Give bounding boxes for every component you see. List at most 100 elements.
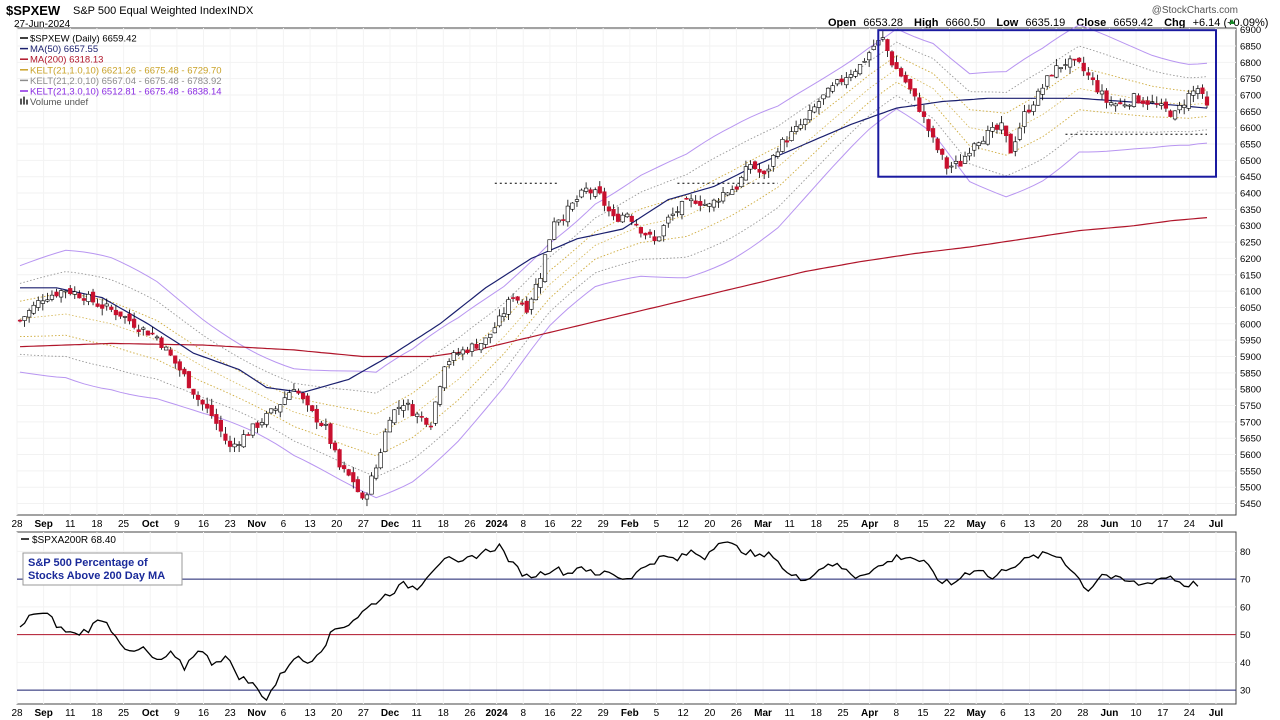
- candle-up: [675, 211, 680, 213]
- candle-down: [611, 209, 616, 217]
- candle-down: [1049, 74, 1054, 77]
- price-x-tick-label: 8: [520, 519, 526, 530]
- candle-up: [291, 389, 297, 392]
- price-tick-label: 6650: [1240, 107, 1261, 118]
- candle-up: [625, 213, 630, 218]
- candle-up: [848, 74, 853, 78]
- candle-down: [419, 416, 424, 418]
- price-y-axis: 5450 5500 5550 5600 5650 5700 5750 5800 5850 5900…: [1240, 25, 1261, 510]
- price-tick-label: 6250: [1240, 238, 1261, 249]
- candle-up: [570, 202, 575, 210]
- candle-down: [186, 371, 192, 389]
- indicator-x-tick-label: Mar: [754, 708, 772, 719]
- price-tick-label: 6700: [1240, 91, 1261, 102]
- price-x-tick-label: 25: [837, 519, 849, 530]
- candle-down: [958, 160, 963, 167]
- indicator-x-tick-label: 25: [837, 708, 849, 719]
- candle-down: [300, 392, 306, 400]
- candle-down: [899, 68, 904, 77]
- price-tick-label: 6800: [1240, 58, 1261, 69]
- candle-down: [903, 74, 908, 83]
- candle-up: [739, 177, 744, 188]
- price-tick-label: 5850: [1240, 368, 1261, 379]
- price-x-tick-label: 22: [571, 519, 583, 530]
- indicator-tick-label: 70: [1240, 575, 1251, 586]
- candle-up: [1035, 90, 1041, 106]
- candle-down: [839, 78, 844, 83]
- candle-up: [707, 203, 712, 207]
- candle-down: [944, 157, 949, 169]
- keltner-midline: [19, 68, 1208, 436]
- candle-down: [894, 62, 899, 70]
- candle-up: [584, 187, 589, 192]
- candle-down: [68, 288, 73, 294]
- candle-down: [328, 423, 333, 444]
- candle-up: [538, 278, 543, 288]
- candle-down: [1086, 72, 1091, 76]
- legend-volume-icon: [23, 96, 25, 105]
- indicator-x-tick-label: Oct: [142, 708, 159, 719]
- candle-up: [40, 300, 45, 304]
- candle-down: [100, 304, 105, 309]
- candle-down: [510, 297, 516, 299]
- candle-down: [885, 39, 890, 51]
- candle-up: [63, 290, 68, 293]
- candle-up: [447, 361, 452, 366]
- candle-up: [798, 124, 803, 129]
- candle-down: [136, 329, 141, 333]
- candle-up: [492, 327, 497, 334]
- price-x-tick-label: Feb: [621, 519, 639, 530]
- candle-down: [693, 200, 698, 204]
- candle-down: [1140, 100, 1146, 104]
- indicator-x-tick-label: May: [966, 708, 986, 719]
- candle-up: [1099, 90, 1105, 95]
- candle-down: [1008, 133, 1013, 154]
- candle-down: [588, 189, 593, 194]
- indicator-x-tick-label: 10: [1131, 708, 1143, 719]
- candle-up: [1177, 105, 1182, 111]
- keltner-band-1-upper: [19, 54, 1208, 415]
- indicator-x-tick-label: 16: [198, 708, 210, 719]
- price-x-tick-label: 25: [118, 519, 130, 530]
- candle-up: [967, 152, 972, 157]
- candle-down: [926, 119, 931, 131]
- candle-up: [716, 200, 721, 203]
- candle-down: [602, 191, 607, 206]
- indicator-x-tick-label: 13: [305, 708, 317, 719]
- candle-down: [784, 140, 790, 143]
- ma50-line: [20, 97, 1208, 394]
- candle-up: [1058, 67, 1064, 69]
- candle-down: [113, 309, 118, 316]
- indicator-x-tick-label: 20: [704, 708, 716, 719]
- price-x-tick-label: 29: [598, 519, 610, 530]
- candle-up: [1031, 104, 1036, 112]
- candle-up: [501, 313, 507, 318]
- legend-entry: MA(50) 6657.55: [30, 44, 98, 55]
- candle-down: [1168, 110, 1173, 117]
- price-x-tick-label: 13: [1024, 519, 1036, 530]
- candle-up: [264, 413, 269, 425]
- price-tick-label: 6850: [1240, 41, 1261, 52]
- close-label: Close: [1076, 17, 1106, 29]
- candle-up: [679, 201, 685, 216]
- indicator-callout-line-2: Stocks Above 200 Day MA: [28, 570, 165, 582]
- indicator-title: $SPXA200R 68.40: [32, 535, 116, 546]
- candle-up: [268, 408, 274, 414]
- indicator-x-tick-label: 5: [654, 708, 660, 719]
- candle-down: [191, 388, 196, 395]
- candle-down: [1026, 109, 1032, 113]
- indicator-x-tick-label: 28: [11, 708, 23, 719]
- keltner-band-3-upper: [19, 24, 1208, 373]
- chart-exchange: INDX: [227, 5, 254, 17]
- indicator-x-tick-label: Jun: [1101, 708, 1119, 719]
- candle-up: [442, 366, 447, 389]
- candle-down: [1081, 62, 1086, 72]
- candle-up: [552, 221, 557, 240]
- candle-up: [565, 205, 570, 223]
- candle-up: [657, 236, 662, 242]
- price-x-tick-label: 15: [917, 519, 929, 530]
- candle-up: [999, 122, 1004, 131]
- candle-down: [90, 291, 96, 303]
- candle-down: [762, 170, 767, 175]
